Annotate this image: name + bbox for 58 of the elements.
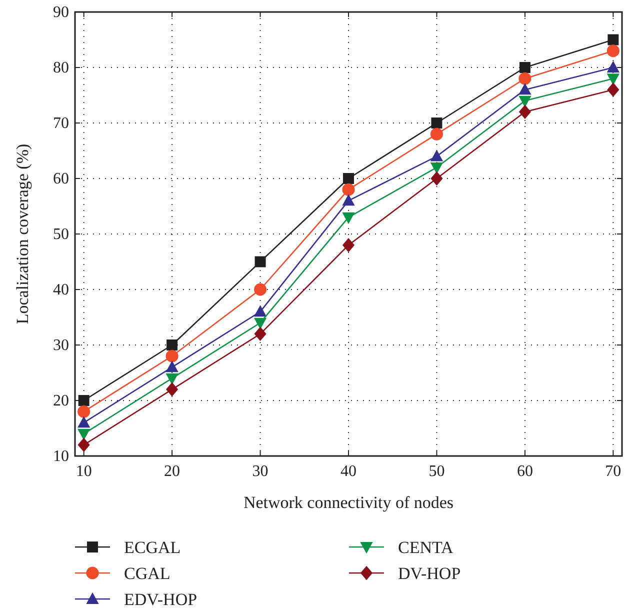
- y-tick-label: 80: [53, 60, 69, 76]
- point: [254, 283, 267, 296]
- y-tick-label: 40: [53, 282, 69, 298]
- point: [518, 96, 532, 108]
- point: [342, 194, 355, 206]
- point: [342, 238, 355, 252]
- point: [166, 373, 178, 385]
- legend-label: CGAL: [124, 564, 170, 583]
- point: [166, 360, 178, 372]
- y-tick-label: 90: [53, 4, 69, 21]
- legend-label: DV-HOP: [398, 564, 461, 583]
- point: [166, 382, 178, 397]
- x-tick-label: 60: [516, 463, 533, 480]
- point: [519, 62, 530, 73]
- x-tick-label: 10: [76, 463, 92, 480]
- point: [606, 44, 620, 58]
- point: [254, 318, 267, 330]
- x-tick-label: 40: [340, 463, 356, 480]
- y-axis-title: Localization coverage (%): [13, 144, 32, 324]
- point: [78, 438, 90, 452]
- legend-label: ECGAL: [124, 538, 181, 557]
- point: [430, 162, 444, 174]
- point: [166, 340, 178, 350]
- point: [166, 350, 178, 362]
- point: [430, 150, 444, 162]
- point: [430, 128, 443, 140]
- legend-label: EDV-HOP: [124, 590, 198, 609]
- point: [342, 212, 355, 224]
- point: [78, 395, 90, 406]
- point: [78, 416, 90, 428]
- y-tick-label: 50: [53, 226, 69, 243]
- x-tick-label: 50: [428, 463, 445, 480]
- point: [518, 104, 531, 120]
- point: [606, 74, 620, 86]
- y-tick-label: 60: [53, 170, 69, 188]
- point: [78, 428, 90, 440]
- x-tick-label: 70: [605, 463, 622, 480]
- point: [606, 60, 620, 72]
- point: [342, 183, 355, 196]
- point: [518, 72, 532, 85]
- point: [518, 83, 532, 95]
- y-tick-label: 20: [53, 392, 69, 410]
- legend-label: CENTA: [398, 538, 454, 557]
- point: [607, 82, 620, 97]
- point: [254, 305, 267, 317]
- point: [343, 173, 354, 184]
- point: [430, 171, 443, 186]
- point: [254, 256, 266, 268]
- x-axis-title: Network connectivity of nodes: [243, 493, 454, 512]
- y-tick-label: 10: [53, 448, 69, 465]
- point: [431, 118, 442, 128]
- point: [254, 326, 266, 342]
- x-tick-label: 20: [164, 463, 180, 480]
- y-tick-label: 70: [53, 115, 69, 132]
- point: [608, 34, 619, 46]
- y-tick-label: 30: [53, 337, 69, 354]
- point: [78, 405, 90, 418]
- x-tick-label: 30: [252, 463, 268, 480]
